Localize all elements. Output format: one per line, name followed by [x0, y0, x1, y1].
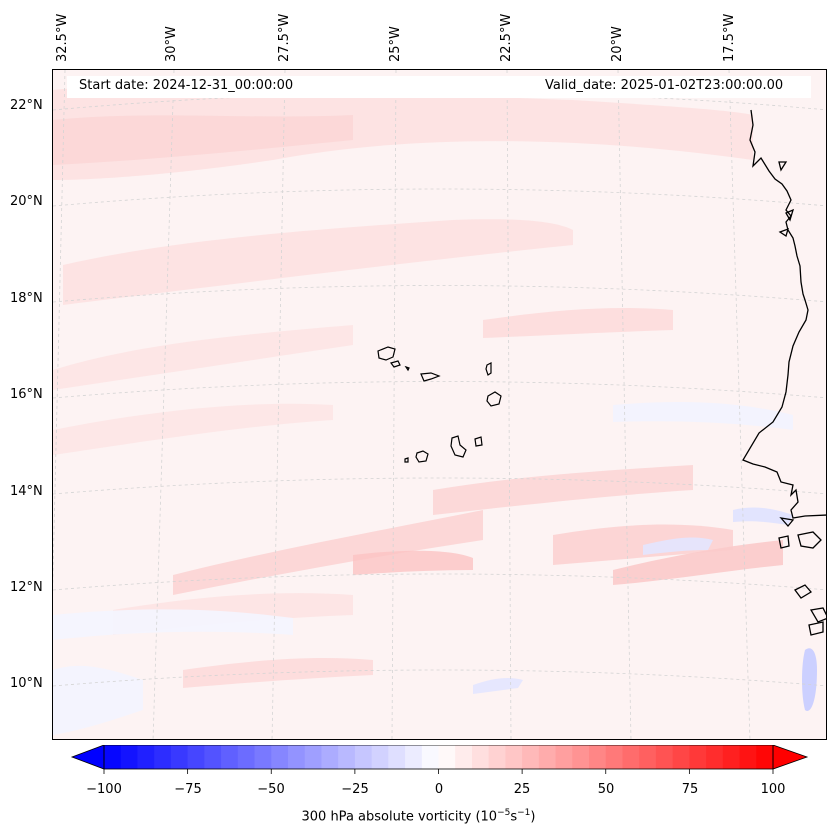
colorbar-tick-0: 0	[434, 782, 444, 797]
colorbar-segment	[605, 745, 623, 769]
colorbar-segment	[338, 745, 356, 769]
colorbar-segment	[254, 745, 272, 769]
colorbar-segment	[421, 745, 439, 769]
colorbar-segment	[371, 745, 389, 769]
colorbar-tick-25: 25	[513, 782, 531, 797]
colorbar-segment	[689, 745, 707, 769]
colorbar-label-exp2: −1	[517, 808, 531, 818]
colorbar-extend-high	[772, 745, 809, 770]
lon-label-27-5w: 27.5°W	[277, 13, 292, 62]
african-coastline	[742, 109, 826, 636]
colorbar-segment	[271, 745, 289, 769]
colorbar-segment	[388, 745, 406, 769]
colorbar-segment	[170, 745, 189, 769]
colorbar-segment	[572, 745, 590, 769]
colorbar-tick-minus-75: −75	[174, 782, 202, 797]
colorbar-tick-50: 50	[597, 782, 615, 797]
graticule	[53, 70, 826, 739]
colorbar-tick-100: 100	[760, 782, 786, 797]
colorbar-extend-low	[70, 745, 105, 770]
colorbar-segment	[287, 745, 306, 769]
colorbar-label: 300 hPa absolute vorticity (10−5s−1)	[0, 808, 837, 824]
colorbar-segment	[756, 745, 774, 769]
colorbar-segment	[538, 745, 557, 769]
colorbar-segment	[187, 745, 205, 769]
lon-label-20w: 20°W	[610, 26, 625, 62]
colorbar-label-suffix: )	[530, 809, 536, 825]
colorbar-segment	[471, 745, 490, 769]
colorbar-tick-minus-50: −50	[257, 782, 285, 797]
date-banner	[67, 76, 811, 98]
cape-verde-islands	[377, 346, 502, 463]
lat-label-14n: 14°N	[10, 484, 43, 499]
colorbar-segment	[120, 745, 138, 769]
lat-label-12n: 12°N	[10, 580, 43, 595]
colorbar-segment	[655, 745, 674, 769]
colorbar-segment	[221, 745, 239, 769]
colorbar-label-prefix: 300 hPa absolute vorticity (10	[301, 809, 498, 825]
colorbar-segment	[739, 745, 757, 769]
vorticity-shading	[53, 84, 817, 735]
colorbar-segment	[321, 745, 339, 769]
colorbar	[70, 745, 809, 774]
colorbar-segment	[237, 745, 256, 769]
valid-date-label: Valid_date: 2025-01-02T23:00:00.00	[545, 78, 784, 93]
vorticity-map: Start date: 2024-12-31_00:00:00 Valid_da…	[52, 69, 827, 740]
lon-label-32-5w: 32.5°W	[55, 13, 70, 62]
colorbar-segment	[639, 745, 657, 769]
colorbar-label-exp1: −5	[497, 808, 511, 818]
start-date-label: Start date: 2024-12-31_00:00:00	[79, 78, 294, 93]
colorbar-segment	[722, 745, 741, 769]
lat-label-16n: 16°N	[10, 387, 43, 402]
colorbar-segment	[405, 745, 423, 769]
colorbar-segment	[672, 745, 690, 769]
colorbar-segment	[455, 745, 473, 769]
colorbar-tick-minus-100: −100	[86, 782, 122, 797]
colorbar-segment	[522, 745, 540, 769]
lon-label-22-5w: 22.5°W	[499, 13, 514, 62]
colorbar-segment	[137, 745, 155, 769]
lat-label-20n: 20°N	[10, 194, 43, 209]
colorbar-segment	[706, 745, 724, 769]
colorbar-segment	[204, 745, 222, 769]
lon-label-17-5w: 17.5°W	[722, 13, 737, 62]
vorticity-field	[53, 70, 826, 739]
lon-label-30w: 30°W	[164, 26, 179, 62]
colorbar-segment	[488, 745, 506, 769]
colorbar-segment	[154, 745, 172, 769]
colorbar-tick-minus-25: −25	[341, 782, 369, 797]
colorbar-segment	[622, 745, 640, 769]
colorbar-segment	[438, 745, 456, 769]
colorbar-label-mid: s	[510, 809, 518, 825]
colorbar-segment	[104, 745, 122, 769]
colorbar-segment	[304, 745, 322, 769]
colorbar-tick-75: 75	[681, 782, 699, 797]
colorbar-segment	[505, 745, 523, 769]
lat-label-22n: 22°N	[10, 98, 43, 113]
lat-label-18n: 18°N	[10, 291, 43, 306]
colorbar-segment	[354, 745, 373, 769]
colorbar-segment	[589, 745, 607, 769]
lon-label-25w: 25°W	[388, 26, 403, 62]
lat-label-10n: 10°N	[10, 676, 43, 691]
colorbar-segment	[555, 745, 573, 769]
